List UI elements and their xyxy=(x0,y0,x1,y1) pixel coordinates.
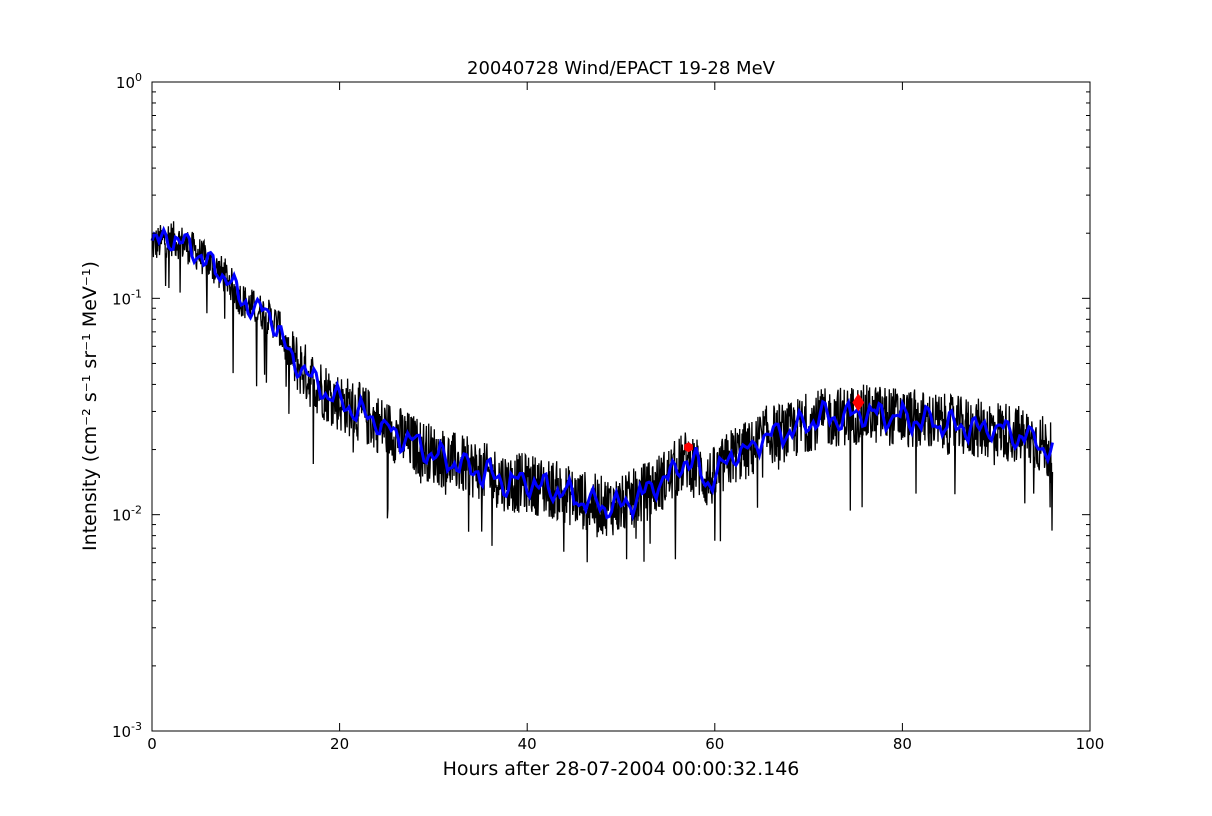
chart-title: 20040728 Wind/EPACT 19-28 MeV xyxy=(467,58,776,79)
peak-marker xyxy=(852,393,865,412)
plot-frame xyxy=(151,81,1091,732)
x-tick-label: 80 xyxy=(893,735,912,753)
y-tick-base: 10 xyxy=(116,74,135,92)
x-tick-label: 60 xyxy=(705,735,724,753)
y-tick-label: 100 xyxy=(116,71,142,92)
y-tick-exponent: -3 xyxy=(131,720,142,733)
y-tick-base: 10 xyxy=(112,507,131,525)
x-tick-label: 20 xyxy=(330,735,349,753)
plot-area xyxy=(150,221,1054,563)
y-tick-exponent: 0 xyxy=(135,71,142,84)
x-tick-label: 40 xyxy=(518,735,537,753)
x-tick-label: 100 xyxy=(1076,735,1105,753)
x-tick-label: 0 xyxy=(147,735,157,753)
x-axis-label: Hours after 28-07-2004 00:00:32.146 xyxy=(443,758,800,780)
y-tick-base: 10 xyxy=(112,290,131,308)
y-axis-label: Intensity (cm⁻² s⁻¹ sr⁻¹ MeV⁻¹) xyxy=(79,261,101,551)
y-tick-exponent: -2 xyxy=(131,504,142,517)
onset-marker xyxy=(684,442,693,453)
y-tick-base: 10 xyxy=(112,723,131,741)
raw-intensity-line xyxy=(151,221,1054,563)
y-tick-label: 10-1 xyxy=(112,287,142,308)
smoothed-intensity-line xyxy=(150,225,1054,522)
y-tick-label: 10-2 xyxy=(112,504,142,525)
y-tick-label: 10-3 xyxy=(112,720,142,741)
y-tick-exponent: -1 xyxy=(131,287,142,300)
